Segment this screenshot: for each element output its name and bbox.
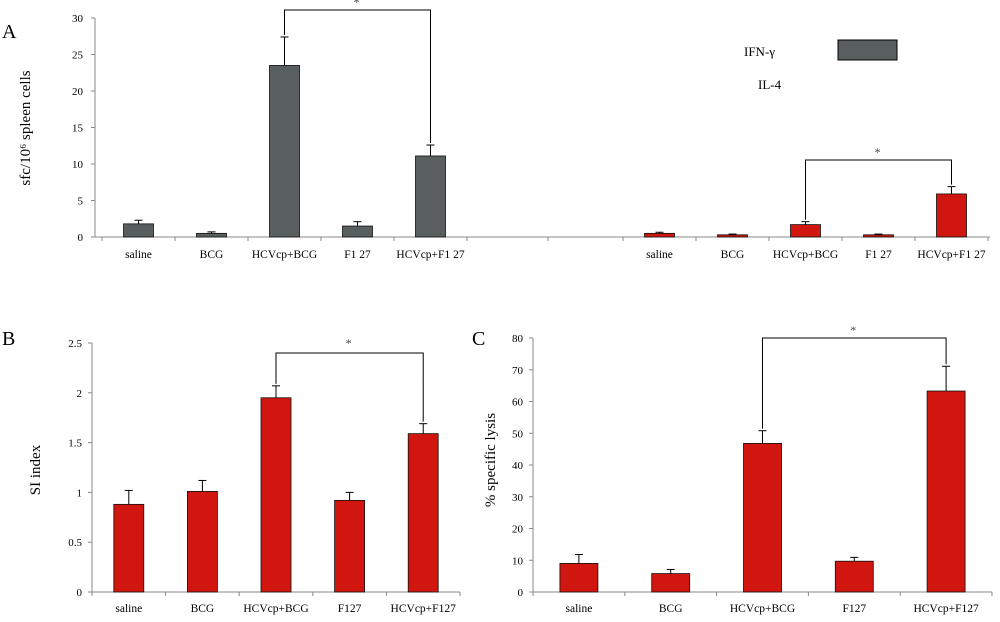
chart-panel-c: 0 10 20 30 40 50 60 70 80 % specific lysis saline B… — [483, 323, 993, 615]
panel-letter-a: A — [2, 21, 17, 43]
category-label-c: HCVcp+F127 — [913, 603, 979, 615]
y-axis-label-c: % specific lysis — [483, 413, 499, 507]
y-tick-label-c: 80 — [512, 333, 524, 345]
bar-a-1-5 — [415, 155, 446, 238]
bar-a-1-1 — [123, 223, 154, 238]
y-tick-label-a: 0 — [78, 232, 84, 244]
category-label-b: HCVcp+F127 — [391, 603, 457, 615]
legend-label-il4: IL-4 — [758, 77, 782, 92]
y-tick-label-c: 50 — [512, 428, 524, 440]
bar-a-2-2 — [717, 234, 748, 238]
category-label-a: BCG — [721, 249, 745, 261]
category-label-a: HCVcp+BCG — [252, 249, 317, 261]
y-tick-label-b: 0 — [77, 587, 83, 599]
category-label-a: BCG — [200, 249, 224, 261]
bar-a-2-5 — [936, 193, 967, 238]
bar-b-1-3 — [260, 397, 292, 593]
significance-star-b: * — [346, 336, 352, 350]
y-tick-label-a: 25 — [72, 50, 84, 62]
y-tick-label-b: 2.5 — [68, 338, 82, 350]
bar-c-1-4 — [834, 560, 874, 593]
category-label-b: F127 — [338, 603, 362, 615]
y-axis-label-a: sfc/10⁶ spleen cells — [18, 70, 34, 185]
category-label-c: saline — [565, 603, 592, 615]
bar-a-2-3 — [790, 224, 821, 238]
y-tick-label-a: 20 — [72, 86, 84, 98]
category-label-b: HCVcp+BCG — [243, 603, 308, 615]
bar-c-1-1 — [559, 563, 599, 593]
chart-panel-a: 0 5 10 15 20 25 30 sfc/10⁶ spleen cells saline BC… — [18, 0, 990, 261]
y-tick-label-a: 5 — [78, 196, 84, 208]
category-label-a: F1 27 — [865, 249, 892, 261]
y-tick-label-c: 10 — [512, 555, 524, 567]
y-axis-label-b: SI index — [28, 444, 44, 495]
category-label-b: saline — [115, 603, 142, 615]
category-label-c: HCVcp+BCG — [730, 603, 795, 615]
y-tick-label-c: 0 — [518, 587, 524, 599]
significance-star-a: * — [875, 145, 881, 159]
legend-label-ifn: IFN-γ — [744, 44, 775, 59]
y-tick-label-c: 20 — [512, 524, 524, 536]
bar-b-1-5 — [407, 433, 439, 593]
y-tick-label-c: 30 — [512, 492, 524, 504]
y-tick-label-c: 60 — [512, 397, 524, 409]
category-label-a: HCVcp+BCG — [773, 249, 838, 261]
legend-a: IFN-γ IL-4 — [744, 39, 898, 92]
category-label-a: HCVcp+F1 27 — [396, 249, 464, 261]
significance-bracket-c — [762, 337, 947, 429]
category-label-a: F1 27 — [344, 249, 371, 261]
bar-c-1-3 — [743, 443, 782, 593]
y-tick-label-a: 15 — [72, 123, 84, 135]
significance-star-a: * — [354, 0, 360, 9]
panel-letter-b: B — [2, 328, 15, 350]
bar-a-2-1 — [644, 232, 675, 238]
y-tick-label-a: 30 — [72, 13, 84, 25]
bar-c-1-2 — [651, 573, 691, 593]
y-tick-label-a: 10 — [72, 159, 84, 171]
significance-bracket-a — [284, 9, 431, 144]
chart-panel-b: 0 0.5 1 1.5 2 2.5 SI index saline BCG HCVcp+BCG F1… — [28, 336, 461, 615]
significance-bracket-b — [275, 352, 424, 422]
bar-b-1-2 — [186, 491, 218, 593]
category-label-c: BCG — [659, 603, 683, 615]
bar-b-1-1 — [113, 503, 145, 593]
significance-star-c: * — [850, 323, 856, 337]
bar-a-1-4 — [342, 225, 373, 238]
y-tick-label-c: 40 — [512, 460, 524, 472]
bar-a-1-2 — [196, 232, 227, 238]
panel-letter-c: C — [472, 328, 485, 350]
y-tick-label-b: 2 — [77, 388, 83, 400]
bar-b-1-4 — [334, 499, 366, 593]
bar-c-1-5 — [926, 390, 966, 593]
y-tick-label-b: 1.5 — [68, 438, 82, 450]
y-tick-label-c: 70 — [512, 365, 524, 377]
category-label-a: HCVcp+F1 27 — [917, 249, 985, 261]
y-tick-label-b: 0.5 — [68, 537, 82, 549]
y-tick-label-b: 1 — [77, 487, 83, 499]
category-label-a: saline — [125, 249, 152, 261]
legend-swatch-ifn — [837, 39, 898, 61]
bar-a-2-4 — [863, 234, 894, 238]
bar-a-1-3 — [269, 65, 300, 238]
category-label-a: saline — [646, 249, 673, 261]
significance-bracket-a — [805, 159, 952, 220]
category-label-b: BCG — [191, 603, 215, 615]
category-label-c: F127 — [842, 603, 866, 615]
